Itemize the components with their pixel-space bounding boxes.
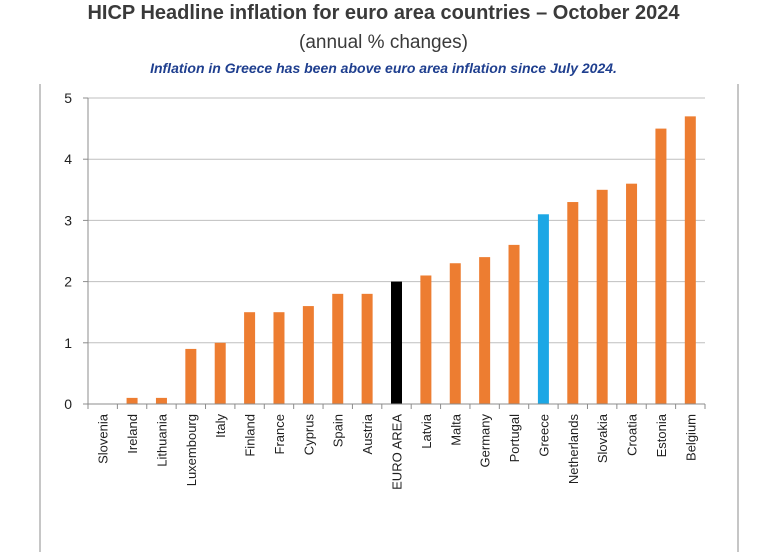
bar-germany: [479, 257, 491, 404]
bar-portugal: [508, 244, 520, 404]
y-tick-label: 2: [64, 274, 72, 290]
bar-netherlands: [567, 202, 579, 404]
bar-latvia: [420, 275, 432, 404]
bar-luxembourg: [185, 348, 197, 404]
bar-estonia: [655, 128, 667, 404]
x-tick-label: Slovakia: [595, 413, 610, 463]
bar-belgium: [684, 116, 696, 405]
bar-euro-area: [391, 281, 402, 404]
bar-spain: [332, 293, 344, 404]
chart-note: Inflation in Greece has been above euro …: [150, 60, 617, 76]
bar-lithuania: [155, 397, 167, 404]
x-tick-label: Portugal: [507, 414, 522, 463]
x-axis-labels: Slovenia Ireland Lithuania Luxembourg Italy F…: [96, 413, 699, 490]
bar-finland: [244, 312, 256, 404]
chart-title: HICP Headline inflation for euro area co…: [87, 2, 680, 24]
x-tick-label: Latvia: [419, 413, 434, 448]
bar-austria: [361, 293, 373, 404]
x-tick-label: Croatia: [625, 413, 640, 456]
x-tick-label: France: [272, 414, 287, 454]
bar-greece: [537, 214, 549, 404]
x-tick-label: Germany: [478, 414, 493, 468]
bar-ireland: [126, 397, 138, 404]
x-tick-label: Lithuania: [154, 413, 169, 467]
bar-malta: [449, 263, 461, 404]
x-tick-label: Austria: [360, 413, 375, 454]
x-tick-label: Malta: [448, 413, 463, 446]
bar-slovakia: [596, 189, 608, 404]
x-tick-label: Netherlands: [566, 414, 581, 485]
x-tick-label: Ireland: [125, 414, 140, 454]
bar-cyprus: [302, 306, 314, 404]
x-tick-label: Italy: [213, 414, 228, 438]
y-tick-label: 5: [64, 90, 72, 106]
x-tick-label: Greece: [536, 414, 551, 457]
x-axis: [87, 98, 706, 409]
x-tick-label: Luxembourg: [184, 414, 199, 486]
x-tick-label: EURO AREA: [390, 414, 405, 490]
y-tick-label: 0: [64, 396, 72, 412]
y-axis-ticks: 0 1 2 3 4 5: [64, 90, 88, 412]
bar-croatia: [626, 183, 638, 404]
bar-france: [273, 312, 285, 404]
x-tick-label: Spain: [331, 414, 346, 447]
x-tick-label: Slovenia: [96, 413, 111, 464]
x-tick-label: Belgium: [683, 414, 698, 461]
y-tick-label: 4: [64, 151, 72, 167]
bar-italy: [214, 342, 226, 404]
chart-subtitle: (annual % changes): [299, 32, 468, 53]
x-tick-label: Cyprus: [301, 414, 316, 456]
y-tick-label: 1: [64, 335, 72, 351]
x-tick-label: Finland: [243, 414, 258, 457]
x-tick-label: Estonia: [654, 413, 669, 457]
y-tick-label: 3: [64, 212, 72, 228]
bars: [126, 116, 696, 405]
